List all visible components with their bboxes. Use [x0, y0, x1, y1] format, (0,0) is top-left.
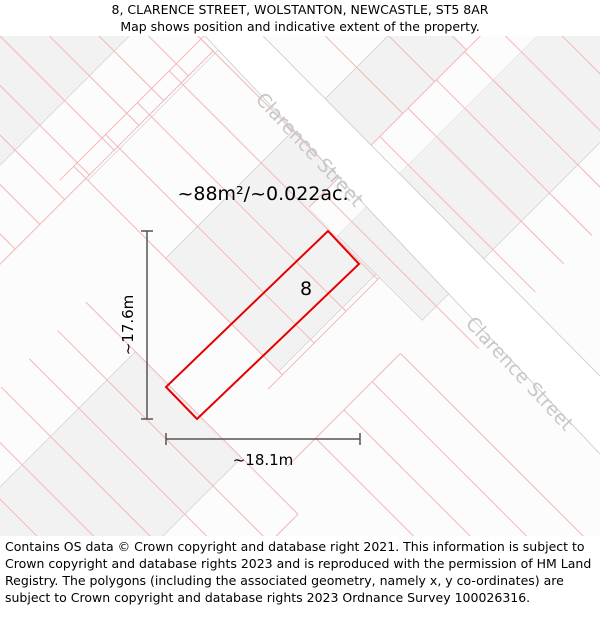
map-header: 8, CLARENCE STREET, WOLSTANTON, NEWCASTL… — [0, 0, 600, 37]
property-map[interactable]: Clarence Street Clarence Street ~88m²/~0… — [0, 36, 600, 536]
clarence-street-road — [204, 36, 600, 455]
vertical-dimension-label: ~17.6m — [119, 295, 137, 356]
parcel-block-lower-left — [0, 301, 299, 536]
map-subtitle: Map shows position and indicative extent… — [120, 19, 480, 34]
property-boundary[interactable] — [164, 229, 361, 421]
property-address: 8, CLARENCE STREET, WOLSTANTON, NEWCASTL… — [111, 2, 489, 17]
horizontal-dimension — [165, 433, 361, 445]
parcel-block-lower-right — [287, 353, 585, 536]
plot-number: 8 — [300, 278, 312, 300]
parcel-block-upper-left — [0, 36, 214, 349]
copyright-notice: Contains OS data © Crown copyright and d… — [5, 539, 592, 605]
vertical-dimension — [141, 230, 153, 420]
horizontal-dimension-label: ~18.1m — [233, 451, 294, 469]
area-label: ~88m²/~0.022ac. — [177, 183, 348, 205]
